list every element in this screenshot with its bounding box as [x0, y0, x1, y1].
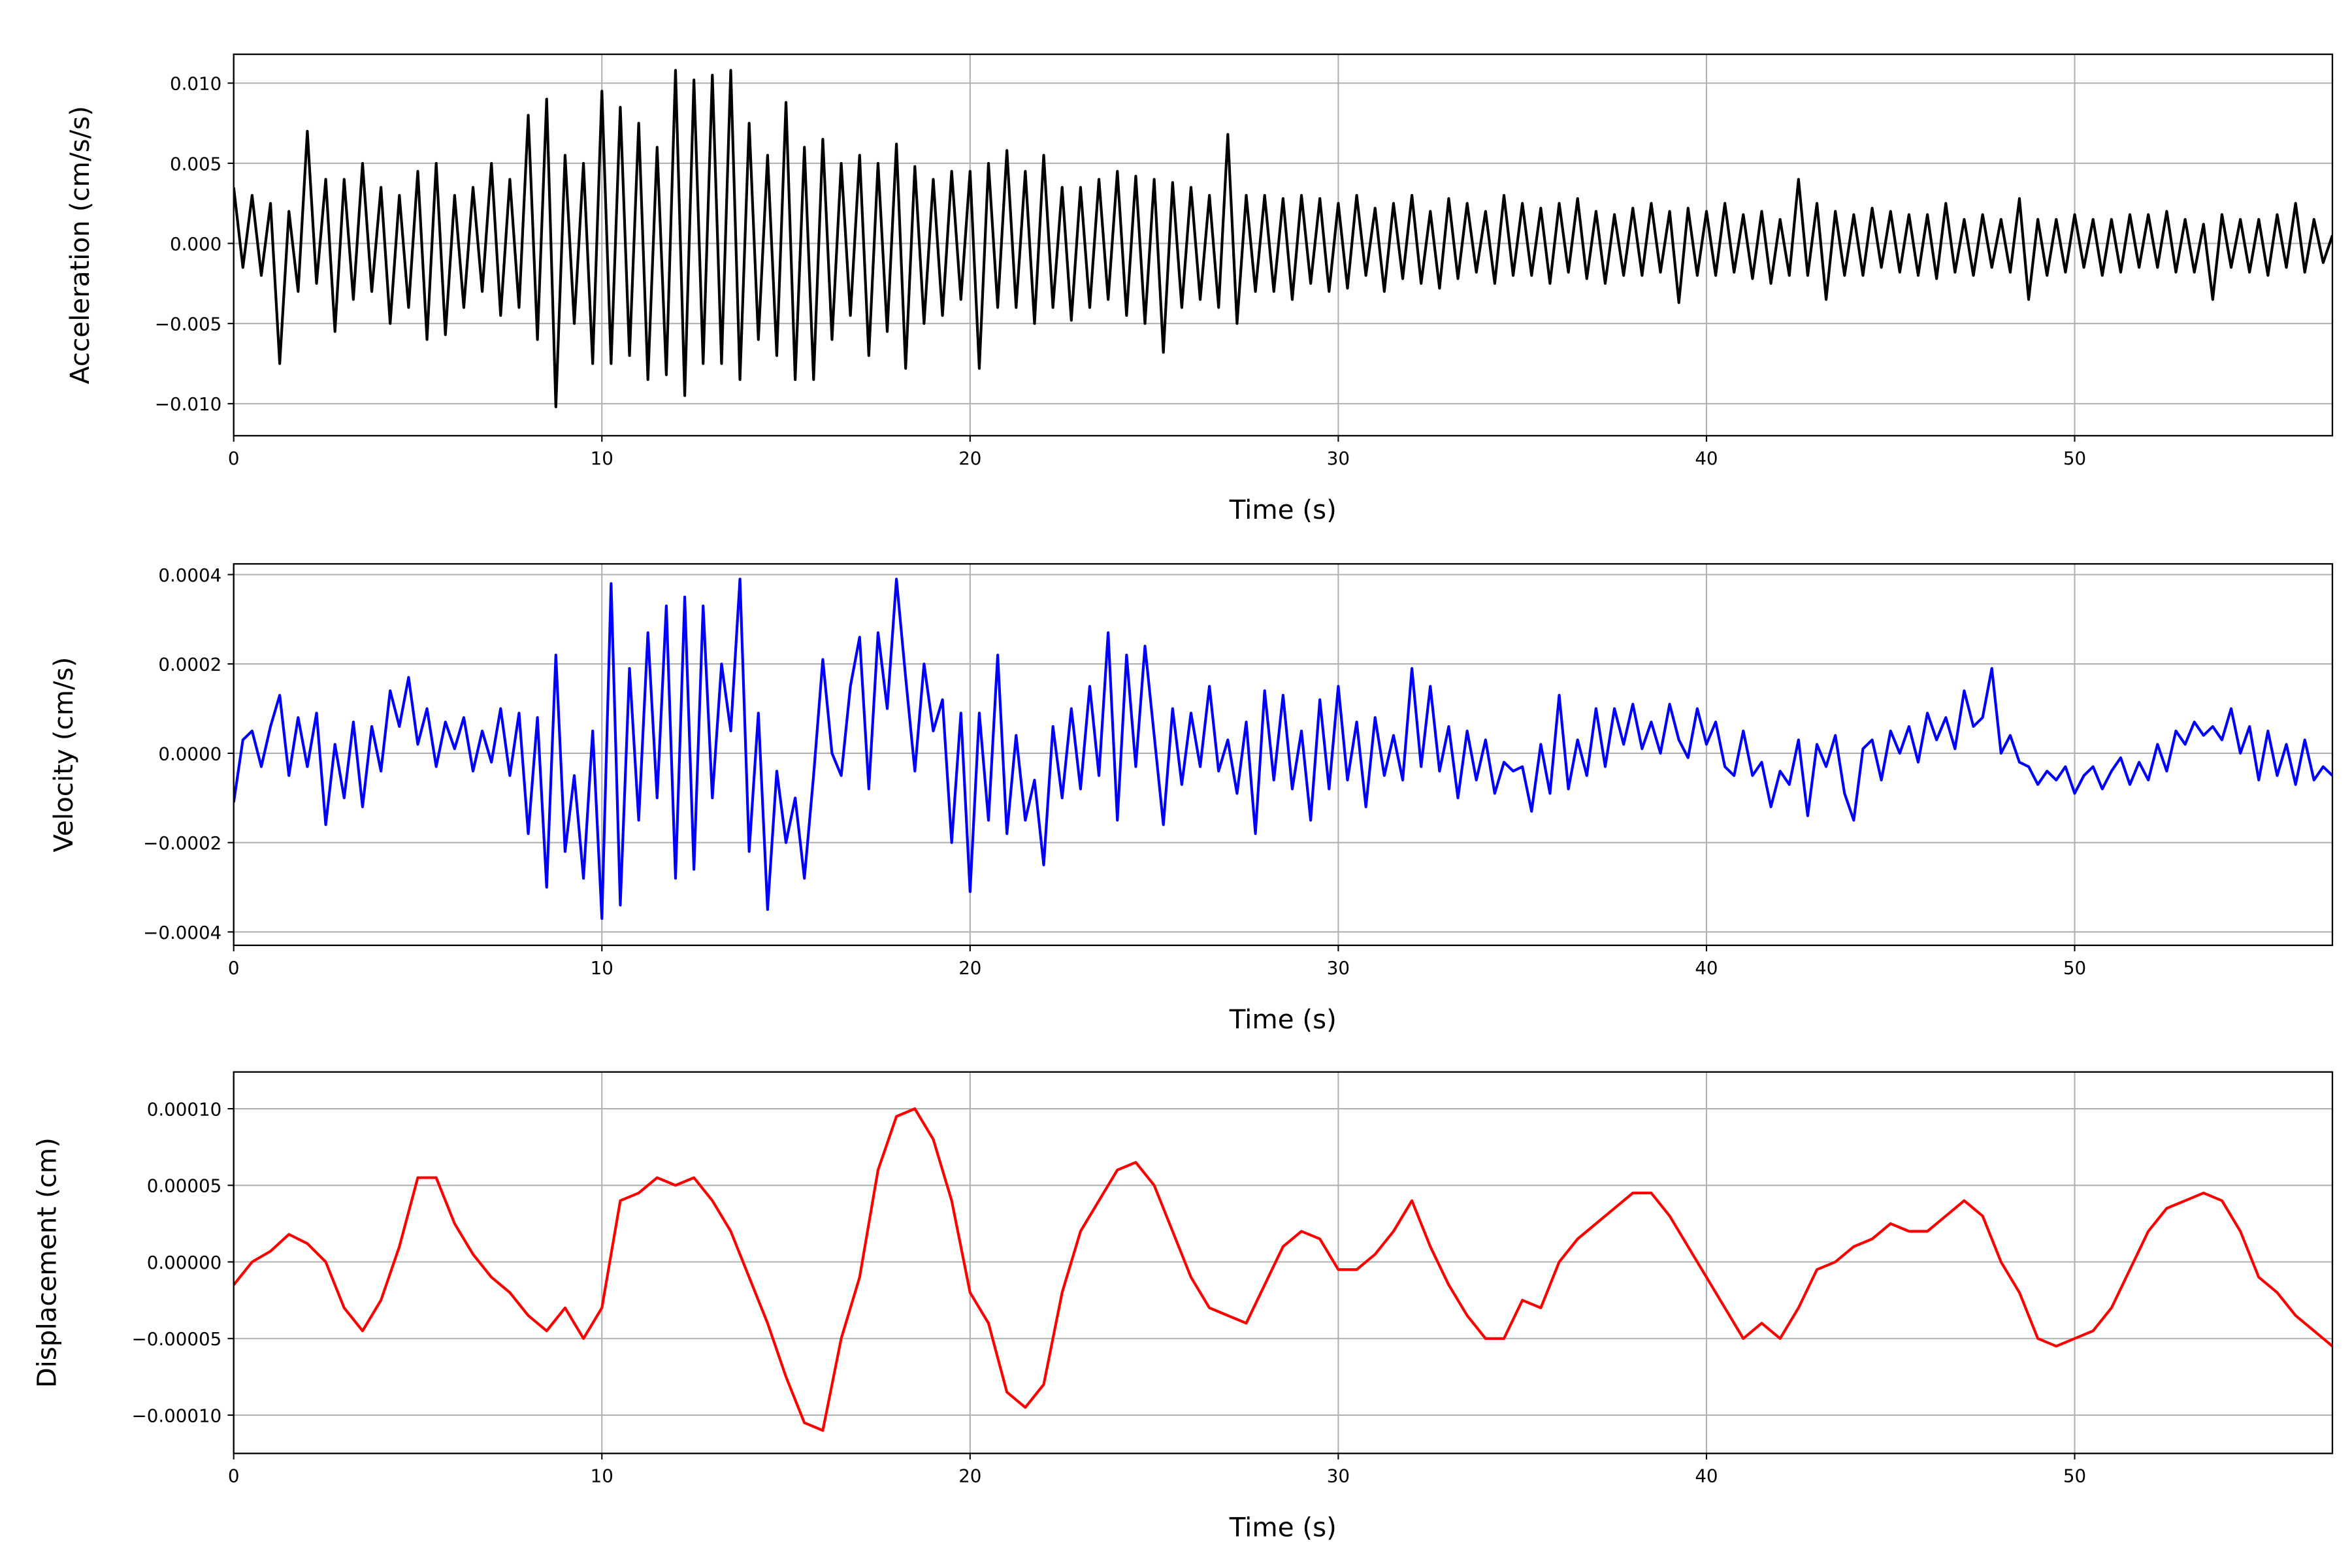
acceleration-y-axis-label: Acceleration (cm/s/s) [65, 106, 95, 384]
acceleration-y-tick-label: 0.000 [170, 233, 221, 255]
velocity-panel: Velocity (cm/s) Time (s) 0 10 20 30 40 50 −0.0… [48, 563, 2334, 1035]
displacement-y-tick-label: 0.00010 [147, 1098, 221, 1120]
displacement-x-tick-label: 50 [2063, 1465, 2086, 1486]
acceleration-x-tick-label: 0 [228, 448, 240, 469]
displacement-x-axis-label: Time (s) [1229, 1512, 1337, 1543]
velocity-y-axis-label: Velocity (cm/s) [48, 657, 79, 853]
displacement-y-axis-label: Displacement (cm) [31, 1137, 62, 1388]
velocity-x-tick-label: 20 [958, 957, 981, 979]
velocity-y-tick-label: 0.0000 [158, 743, 221, 764]
acceleration-series-line [233, 69, 2332, 408]
velocity-x-axis-label: Time (s) [1229, 1004, 1337, 1035]
displacement-y-tick-label: 0.00005 [147, 1175, 221, 1197]
velocity-y-tick-label: 0.0004 [158, 564, 221, 586]
displacement-x-tick-label: 30 [1327, 1465, 1350, 1486]
acceleration-x-tick-label: 50 [2063, 448, 2086, 469]
velocity-x-tick-label: 50 [2063, 957, 2086, 979]
velocity-x-tick-label: 10 [591, 957, 613, 979]
displacement-x-tick-label: 20 [958, 1465, 981, 1486]
displacement-series-line [233, 1107, 2332, 1432]
velocity-x-tick-label: 30 [1327, 957, 1350, 979]
displacement-x-tick-label: 40 [1695, 1465, 1718, 1486]
velocity-axes-frame [233, 563, 2334, 947]
velocity-y-tick-label: −0.0002 [143, 832, 221, 854]
velocity-x-tick-label: 40 [1695, 957, 1718, 979]
acceleration-x-tick-label: 40 [1695, 448, 1718, 469]
acceleration-x-tick-label: 20 [958, 448, 981, 469]
velocity-y-tick-label: 0.0002 [158, 654, 221, 676]
acceleration-y-tick-label: −0.005 [155, 314, 221, 335]
displacement-x-tick-label: 10 [591, 1465, 613, 1486]
velocity-series-line [233, 578, 2332, 920]
acceleration-y-tick-label: 0.005 [170, 153, 221, 174]
displacement-axes-frame [233, 1071, 2334, 1454]
displacement-y-tick-label: −0.00005 [132, 1328, 222, 1350]
acceleration-x-tick-label: 30 [1327, 448, 1350, 469]
acceleration-y-tick-label: 0.010 [170, 73, 221, 95]
velocity-y-tick-label: −0.0004 [143, 922, 221, 943]
acceleration-panel: Acceleration (cm/s/s) Time (s) 0 10 20 30 40… [65, 53, 2334, 525]
displacement-y-tick-label: −0.00010 [132, 1405, 222, 1426]
acceleration-x-tick-label: 10 [591, 448, 613, 469]
displacement-panel: Displacement (cm) Time (s) 0 10 20 30 40 50 −0… [31, 1071, 2334, 1543]
acceleration-y-tick-label: −0.010 [155, 393, 221, 415]
acceleration-axes-frame [233, 53, 2334, 437]
velocity-x-tick-label: 0 [228, 957, 240, 979]
displacement-y-tick-label: 0.00000 [147, 1252, 221, 1273]
displacement-x-tick-label: 0 [228, 1465, 240, 1486]
acceleration-x-axis-label: Time (s) [1229, 495, 1337, 525]
